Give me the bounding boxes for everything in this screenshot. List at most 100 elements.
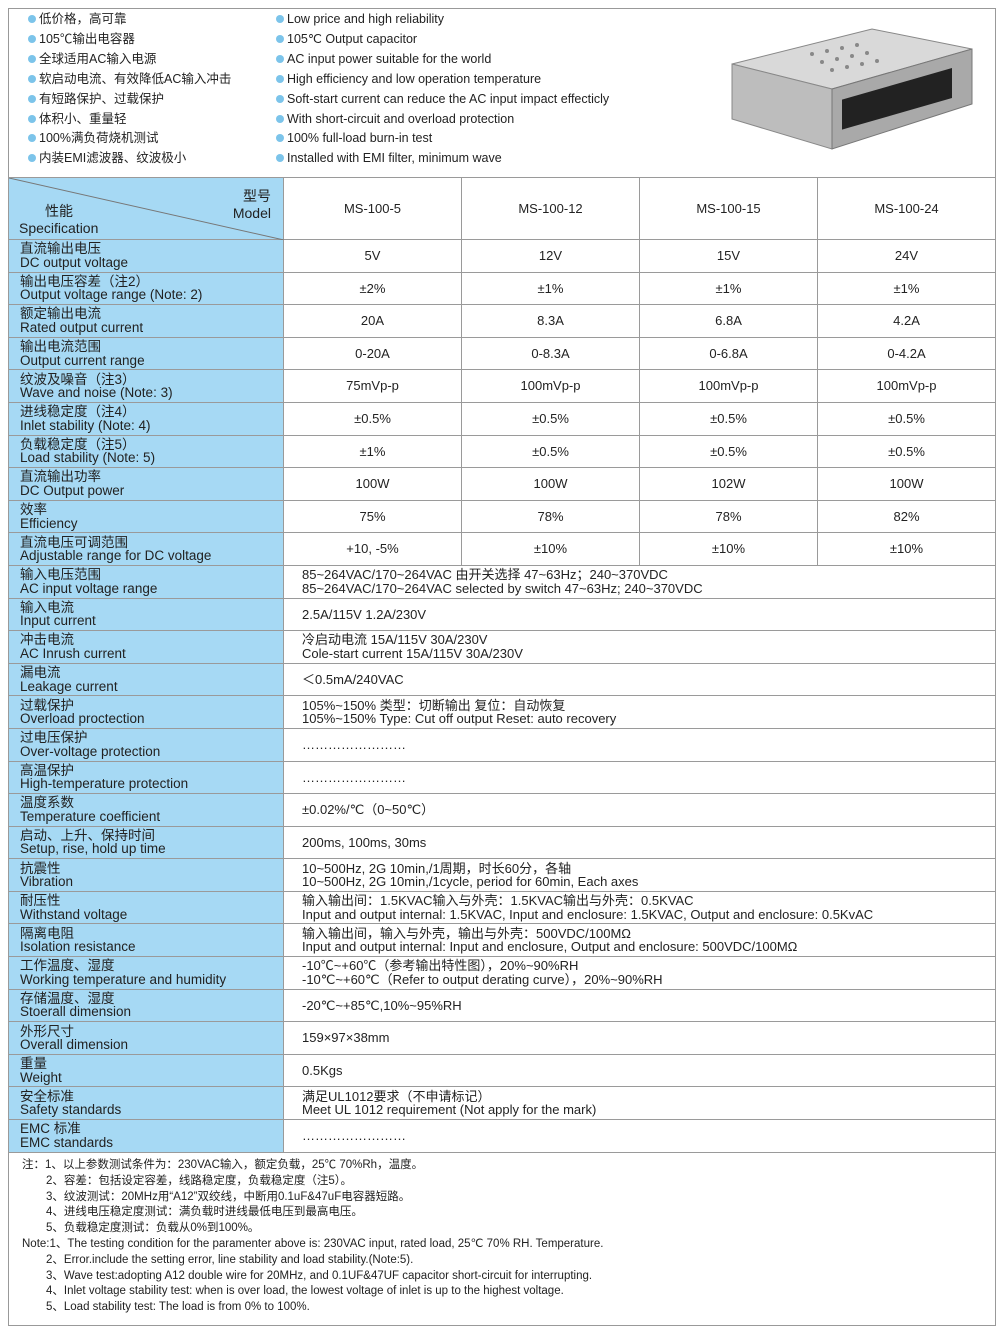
table-row: 直流电压可调范围 Adjustable range for DC voltage +… (8, 532, 996, 566)
bullet-icon (276, 134, 284, 143)
feature-text: Low price and high reliability (287, 12, 445, 26)
spec-label-en: DC Output power (20, 482, 125, 498)
spec-label-cell: 直流电压可调范围 Adjustable range for DC voltage (8, 532, 284, 566)
spec-label-cell: 温度系数 Temperature coefficient (8, 793, 284, 827)
feature-item: 全球适用AC输入电源 (28, 50, 231, 70)
spec-label-cell: 过电压保护 Over-voltage protection (8, 727, 284, 762)
spec-label-cn: 存储温度、湿度 (20, 990, 115, 1006)
spec-label-en: Temperature coefficient (20, 808, 161, 824)
spec-label-cell: 外形尺寸 Overall dimension (8, 1021, 284, 1055)
spec-value-cell: ±1% (639, 271, 818, 306)
spec-label-cn: 进线稳定度（注4） (20, 404, 136, 420)
spec-value-cell: ±0.5% (461, 401, 640, 436)
spec-label-cell: 输入电流 Input current (8, 597, 284, 632)
spec-label-en: Rated output current (20, 319, 144, 335)
note-line: 3、纹波测试：20MHz用“A12”双绞线，中断用0.1uF&47uF电容器短路… (46, 1190, 411, 1203)
spec-label-en: Over-voltage protection (20, 743, 161, 759)
table-row: 工作温度、湿度 Working temperature and humidity -… (8, 956, 996, 990)
bullet-icon (28, 15, 36, 23)
bullet-icon (28, 154, 36, 163)
feature-text: AC input power suitable for the world (287, 51, 492, 66)
table-row: 重量 Weight 0.5Kgs (8, 1053, 996, 1088)
spec-value-cell: 15V (639, 239, 818, 273)
feature-item: High efficiency and low operation temper… (276, 70, 609, 90)
spec-label-cn: 温度系数 (20, 795, 74, 811)
spec-value-line: 159×97×38mm (302, 1030, 390, 1046)
table-row: 启动、上升、保持时间 Setup, rise, hold up time 200ms… (8, 825, 996, 860)
feature-text: Soft-start current can reduce the AC inp… (287, 91, 610, 106)
spec-value-line: ±0.02%/℃（0~50℃） (302, 802, 435, 818)
spec-value-cell: 100W (283, 467, 462, 501)
spec-label-cell: 纹波及噪音（注3） Wave and noise (Note: 3) (8, 369, 284, 403)
spec-table: 型号 Model 性能 Specification MS-100-5 MS-100-… (8, 177, 996, 1153)
note-line: 注：1、以上参数测试条件为：230VAC输入，额定负载，25℃ 70%Rh，温度… (22, 1159, 424, 1171)
spec-value-line: -10℃~+60℃（参考输出特性图），20%~90%RH (302, 958, 579, 974)
table-row: 直流输出电压 DC output voltage 5V 12V 15V 24V (8, 239, 996, 273)
spec-value-cell: ±10% (817, 532, 996, 566)
spec-label-en: DC output voltage (20, 254, 129, 270)
spec-label-cn: 负载稳定度（注5） (20, 436, 136, 452)
spec-label-en: Weight (20, 1069, 62, 1085)
spec-value-cell: 10~500Hz, 2G 10min,/1周期，时长60分，各轴 10~500Hz… (283, 858, 996, 892)
spec-label-cell: 启动、上升、保持时间 Setup, rise, hold up time (8, 825, 284, 860)
table-row: 抗震性 Vibration 10~500Hz, 2G 10min,/1周期，时长60… (8, 858, 996, 892)
spec-label-cn: 隔离电阻 (20, 925, 74, 941)
spec-value-cell: ±0.5% (639, 401, 818, 436)
feature-text: High efficiency and low operation temper… (287, 71, 542, 86)
spec-label-cell: 输出电流范围 Output current range (8, 336, 284, 371)
spec-en-label: Specification (19, 220, 99, 236)
bullet-icon (28, 134, 36, 143)
feature-text: With short-circuit and overload protecti… (287, 111, 515, 126)
spec-value-cell: 12V (461, 239, 640, 273)
bullet-icon (276, 94, 284, 103)
table-row: 外形尺寸 Overall dimension 159×97×38mm (8, 1021, 996, 1055)
spec-value-line: …………………… (302, 736, 406, 752)
spec-value-cell: ±1% (461, 271, 640, 306)
spec-label-cn: 过电压保护 (20, 730, 88, 746)
spec-value-line: 10~500Hz, 2G 10min,/1cycle, period for 6… (302, 874, 639, 890)
feature-item: 105℃输出电容器 (28, 30, 231, 50)
bullet-icon (276, 54, 284, 63)
table-row: 输入电流 Input current 2.5A/115V 1.2A/230V (8, 597, 996, 632)
spec-value-cell: ±2% (283, 271, 462, 306)
feature-item: 105℃ Output capacitor (276, 30, 609, 50)
spec-label-en: Output voltage range (Note: 2) (20, 287, 203, 303)
feature-text: 105℃ Output capacitor (287, 31, 418, 46)
spec-value-line: Input and output internal: Input and enc… (302, 939, 798, 955)
spec-value-cell: -20℃~+85℃,10%~95%RH (283, 988, 996, 1023)
spec-value-cell: 满足UL1012要求（不申请标记） Meet UL 1012 requiremen… (283, 1086, 996, 1121)
spec-label-en: AC Inrush current (20, 645, 126, 661)
spec-value-cell: 8.3A (461, 304, 640, 338)
spec-value-cell: …………………… (283, 760, 996, 795)
spec-label-en: Wave and noise (Note: 3) (20, 385, 173, 401)
table-row: 存储温度、湿度 Stoerall dimension -20℃~+85℃,10%~9… (8, 988, 996, 1023)
spec-label-cell: 抗震性 Vibration (8, 858, 284, 892)
spec-value-line: -20℃~+85℃,10%~95%RH (302, 997, 462, 1013)
spec-label-en: EMC standards (20, 1134, 114, 1150)
feature-text: 100% full-load burn-in test (287, 131, 433, 146)
diagonal-divider (9, 178, 284, 240)
spec-value-cell: 0-4.2A (817, 336, 996, 371)
bullet-icon (276, 34, 284, 43)
spec-value-cell: ±0.5% (283, 401, 462, 436)
bullet-icon (276, 15, 284, 23)
table-row: 过载保护 Overload proctection 105%~150% 类型：切断输… (8, 695, 996, 729)
feature-item: Low price and high reliability (276, 10, 609, 30)
spec-value-line: 输入输出间：1.5KVAC输入与外壳：1.5KVAC输出与外壳：0.5KVAC (302, 893, 694, 909)
spec-label-cell: 输出电压容差（注2） Output voltage range (Note: 2) (8, 271, 284, 306)
spec-label-cell: 工作温度、湿度 Working temperature and humidity (8, 956, 284, 990)
spec-label-cell: 漏电流 Leakage current (8, 662, 284, 697)
spec-label-cn: 纹波及噪音（注3） (20, 371, 136, 387)
table-row: 额定输出电流 Rated output current 20A 8.3A 6.8A 4.2… (8, 304, 996, 338)
bullet-icon (276, 154, 284, 163)
features-cn-list: 低价格，高可靠 105℃输出电容器 全球适用AC输入电源 软启动电流、有效降低AC输入… (28, 10, 231, 169)
spec-label-en: Isolation resistance (20, 939, 136, 955)
spec-cn-label: 性能 (45, 203, 73, 219)
spec-value-line: 200ms, 100ms, 30ms (302, 834, 427, 850)
spec-value-cell: 105%~150% 类型：切断输出 复位：自动恢复 105%~150% Type:… (283, 695, 996, 729)
spec-label-cell: 输入电压范围 AC input voltage range (8, 564, 284, 599)
feature-item: Installed with EMI filter, minimum wave (276, 149, 609, 169)
spec-label-en: Load stability (Note: 5) (20, 450, 156, 466)
spec-value-cell: ±10% (461, 532, 640, 566)
table-row: 纹波及噪音（注3） Wave and noise (Note: 3) 75mVp-p… (8, 369, 996, 403)
